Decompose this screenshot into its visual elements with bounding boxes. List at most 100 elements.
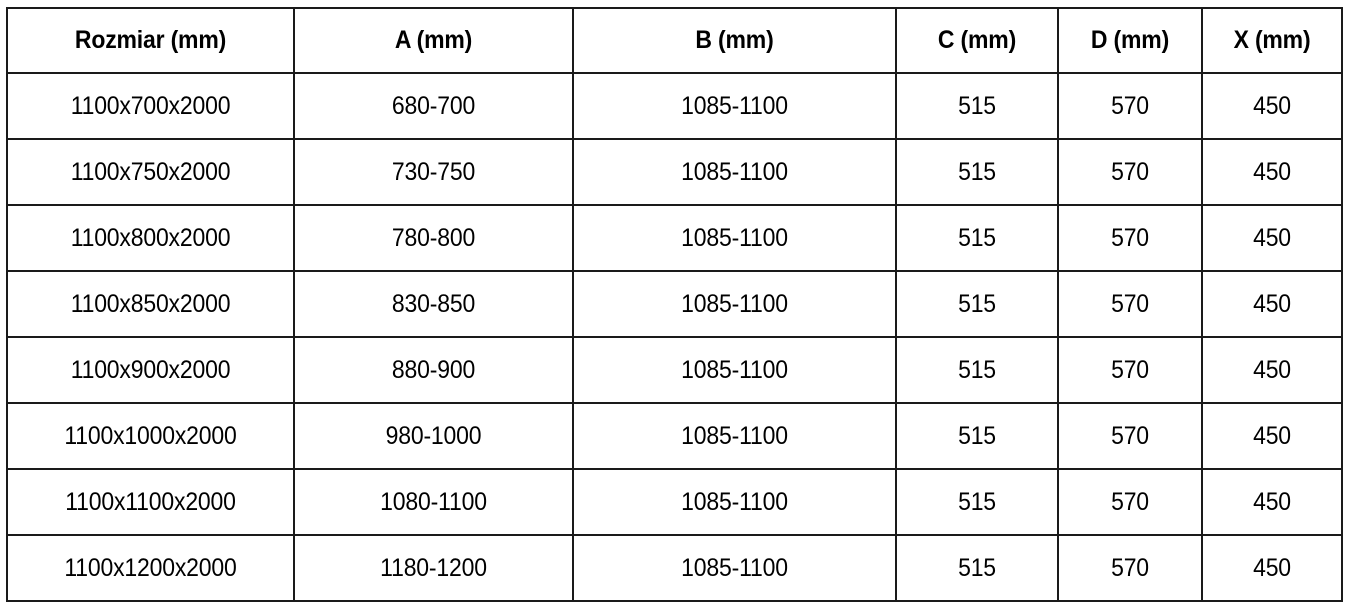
table-row: 1100x850x2000 830-850 1085-1100 515 570 … [6, 270, 1343, 338]
cell-a: 1080-1100 [293, 468, 574, 536]
column-header-x-label: X (mm) [1233, 26, 1311, 54]
cell-c-value: 515 [958, 421, 996, 450]
cell-c-value: 515 [958, 355, 996, 384]
cell-size: 1100x850x2000 [6, 270, 295, 338]
cell-a-value: 880-900 [391, 355, 476, 384]
cell-d: 570 [1057, 534, 1203, 602]
cell-d-value: 570 [1111, 355, 1149, 384]
cell-a-value: 830-850 [391, 289, 476, 318]
column-header-d-label: D (mm) [1090, 26, 1170, 54]
cell-d-value: 570 [1111, 157, 1149, 186]
cell-x: 450 [1201, 72, 1343, 140]
cell-c: 515 [895, 138, 1059, 206]
cell-b-value: 1085-1100 [681, 91, 788, 120]
cell-size-value: 1100x700x2000 [70, 91, 231, 120]
cell-a: 1180-1200 [293, 534, 574, 602]
cell-a-value: 730-750 [391, 157, 476, 186]
cell-a: 730-750 [293, 138, 574, 206]
cell-a-value: 1080-1100 [380, 487, 487, 516]
dimensions-table-container: Rozmiar (mm) A (mm) B (mm) C (mm) D (mm)… [6, 7, 1343, 602]
cell-c: 515 [895, 270, 1059, 338]
cell-size-value: 1100x750x2000 [70, 157, 231, 186]
cell-c: 515 [895, 336, 1059, 404]
column-header-b: B (mm) [572, 7, 897, 74]
table-row: 1100x700x2000 680-700 1085-1100 515 570 … [6, 72, 1343, 140]
table-body: 1100x700x2000 680-700 1085-1100 515 570 … [6, 72, 1343, 602]
cell-b: 1085-1100 [572, 204, 897, 272]
cell-c: 515 [895, 468, 1059, 536]
cell-size: 1100x900x2000 [6, 336, 295, 404]
table-row: 1100x900x2000 880-900 1085-1100 515 570 … [6, 336, 1343, 404]
cell-size: 1100x750x2000 [6, 138, 295, 206]
cell-d: 570 [1057, 270, 1203, 338]
cell-size-value: 1100x1100x2000 [65, 487, 236, 516]
cell-b-value: 1085-1100 [681, 223, 788, 252]
cell-x-value: 450 [1253, 355, 1291, 384]
cell-d: 570 [1057, 138, 1203, 206]
cell-size: 1100x800x2000 [6, 204, 295, 272]
cell-b-value: 1085-1100 [681, 553, 788, 582]
cell-x: 450 [1201, 336, 1343, 404]
dimensions-table: Rozmiar (mm) A (mm) B (mm) C (mm) D (mm)… [6, 7, 1343, 602]
column-header-c-label: C (mm) [937, 26, 1017, 54]
cell-d-value: 570 [1111, 223, 1149, 252]
cell-size: 1100x1200x2000 [6, 534, 295, 602]
column-header-size-label: Rozmiar (mm) [74, 26, 227, 54]
cell-d-value: 570 [1111, 421, 1149, 450]
cell-d: 570 [1057, 336, 1203, 404]
column-header-c: C (mm) [895, 7, 1059, 74]
cell-b-value: 1085-1100 [681, 289, 788, 318]
cell-c: 515 [895, 402, 1059, 470]
table-header-row: Rozmiar (mm) A (mm) B (mm) C (mm) D (mm)… [6, 7, 1343, 74]
cell-x: 450 [1201, 468, 1343, 536]
cell-size-value: 1100x800x2000 [70, 223, 231, 252]
table-row: 1100x750x2000 730-750 1085-1100 515 570 … [6, 138, 1343, 206]
cell-x: 450 [1201, 402, 1343, 470]
cell-x-value: 450 [1253, 421, 1291, 450]
cell-b: 1085-1100 [572, 402, 897, 470]
cell-d: 570 [1057, 402, 1203, 470]
cell-c: 515 [895, 204, 1059, 272]
cell-x: 450 [1201, 270, 1343, 338]
column-header-size: Rozmiar (mm) [6, 7, 295, 74]
cell-x: 450 [1201, 534, 1343, 602]
cell-d: 570 [1057, 72, 1203, 140]
column-header-d: D (mm) [1057, 7, 1203, 74]
table-row: 1100x1100x2000 1080-1100 1085-1100 515 5… [6, 468, 1343, 536]
column-header-x: X (mm) [1201, 7, 1343, 74]
cell-c-value: 515 [958, 157, 996, 186]
cell-c: 515 [895, 534, 1059, 602]
cell-size: 1100x1100x2000 [6, 468, 295, 536]
cell-c-value: 515 [958, 223, 996, 252]
cell-x-value: 450 [1253, 487, 1291, 516]
cell-b: 1085-1100 [572, 468, 897, 536]
cell-b: 1085-1100 [572, 138, 897, 206]
cell-a: 880-900 [293, 336, 574, 404]
cell-c-value: 515 [958, 553, 996, 582]
cell-c-value: 515 [958, 487, 996, 516]
table-row: 1100x800x2000 780-800 1085-1100 515 570 … [6, 204, 1343, 272]
cell-a-value: 980-1000 [385, 421, 482, 450]
cell-size-value: 1100x850x2000 [70, 289, 231, 318]
cell-size: 1100x700x2000 [6, 72, 295, 140]
cell-size-value: 1100x1000x2000 [64, 421, 237, 450]
cell-a: 830-850 [293, 270, 574, 338]
cell-a: 980-1000 [293, 402, 574, 470]
cell-x: 450 [1201, 138, 1343, 206]
cell-c-value: 515 [958, 91, 996, 120]
cell-d-value: 570 [1111, 487, 1149, 516]
cell-x-value: 450 [1253, 223, 1291, 252]
cell-d-value: 570 [1111, 91, 1149, 120]
cell-d-value: 570 [1111, 289, 1149, 318]
cell-d-value: 570 [1111, 553, 1149, 582]
cell-a-value: 680-700 [391, 91, 476, 120]
cell-c: 515 [895, 72, 1059, 140]
cell-x-value: 450 [1253, 289, 1291, 318]
cell-b: 1085-1100 [572, 336, 897, 404]
cell-b-value: 1085-1100 [681, 157, 788, 186]
table-row: 1100x1000x2000 980-1000 1085-1100 515 57… [6, 402, 1343, 470]
cell-a-value: 780-800 [391, 223, 476, 252]
column-header-a: A (mm) [293, 7, 574, 74]
cell-size-value: 1100x900x2000 [70, 355, 231, 384]
cell-b: 1085-1100 [572, 72, 897, 140]
